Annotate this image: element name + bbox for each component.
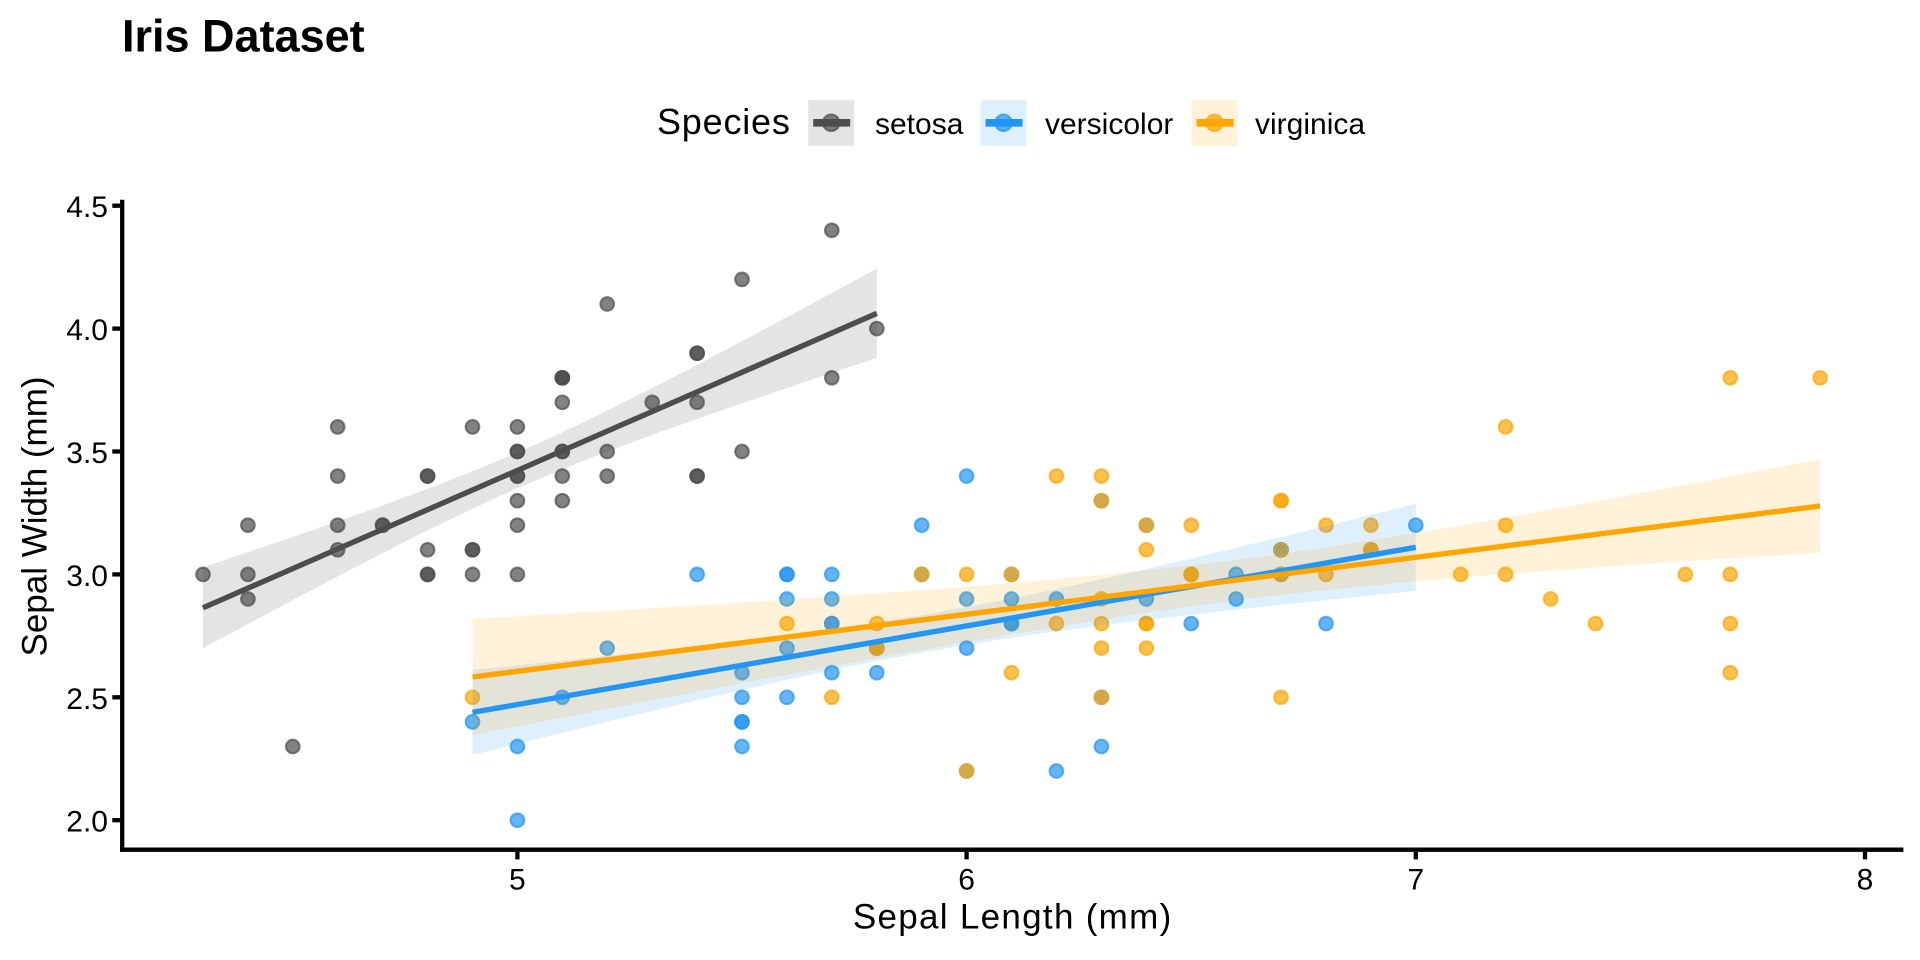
svg-text:7: 7 — [1407, 864, 1424, 897]
svg-text:versicolor: versicolor — [1045, 108, 1173, 141]
svg-text:Iris Dataset: Iris Dataset — [122, 11, 365, 62]
svg-text:8: 8 — [1857, 864, 1874, 897]
svg-text:3.5: 3.5 — [66, 437, 108, 470]
svg-text:Sepal Length (mm): Sepal Length (mm) — [853, 897, 1173, 936]
svg-text:4.0: 4.0 — [66, 314, 108, 347]
svg-text:4.5: 4.5 — [66, 191, 108, 224]
svg-text:2.0: 2.0 — [66, 806, 108, 839]
svg-text:6: 6 — [958, 864, 975, 897]
svg-text:setosa: setosa — [875, 108, 964, 141]
svg-text:2.5: 2.5 — [66, 683, 108, 716]
svg-text:Species: Species — [657, 101, 791, 142]
svg-text:5: 5 — [509, 864, 526, 897]
svg-text:virginica: virginica — [1255, 108, 1365, 141]
svg-text:3.0: 3.0 — [66, 560, 108, 593]
svg-text:Sepal Width (mm): Sepal Width (mm) — [16, 376, 55, 656]
